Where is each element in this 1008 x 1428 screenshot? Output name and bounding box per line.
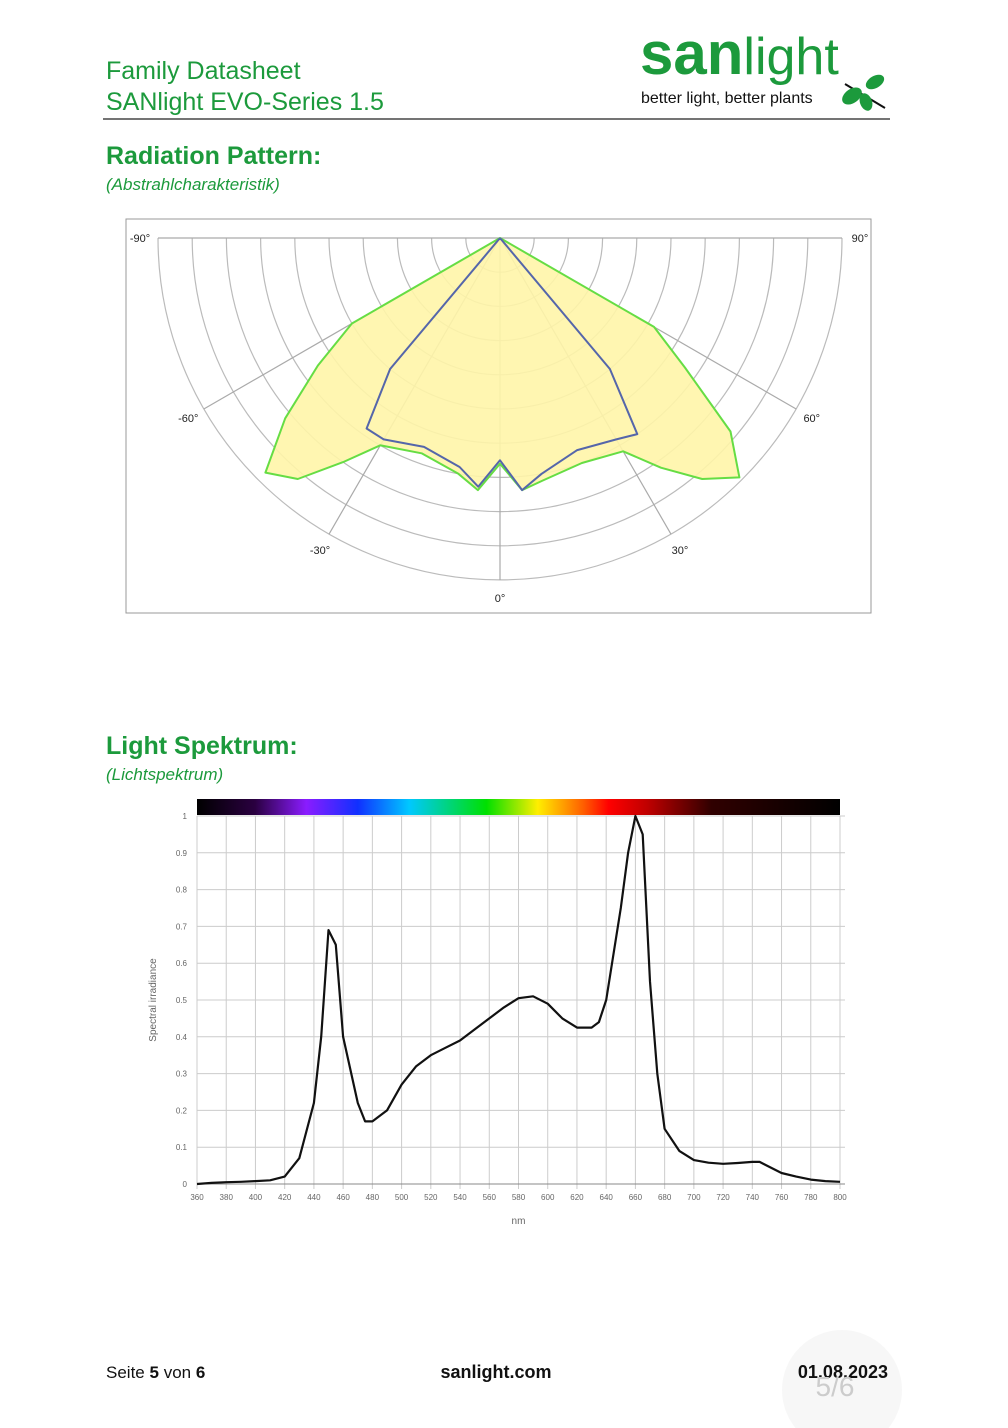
theta-tick-label: -30° [310,545,330,557]
y-tick-label: 1 [183,812,188,821]
spectrum-line [196,814,841,1186]
x-tick-label: 760 [775,1193,789,1202]
footer-pages: 6 [196,1363,205,1382]
footer-date: 01.08.2023 [798,1362,888,1382]
x-axis-label: nm [512,1216,526,1227]
theta-tick-label: -60° [178,413,198,425]
y-tick-label: 0.5 [176,996,188,1005]
section-heading: Light Spektrum: [106,732,298,760]
x-tick-label: 520 [424,1193,438,1202]
theta-tick-label: 0° [495,593,506,605]
y-tick-label: 0.2 [176,1106,188,1115]
footer-text: Seite [106,1363,145,1382]
logo: sanlight [640,20,839,87]
logo-bold: san [640,20,743,87]
y-tick-label: 0 [183,1180,188,1189]
y-tick-label: 0.7 [176,922,188,931]
spectrum-colorbar [197,799,840,815]
footer-site: sanlight.com [440,1362,551,1382]
theta-tick-label: 60° [803,413,820,425]
x-tick-label: 460 [336,1193,350,1202]
footer-page: 5 [149,1363,158,1382]
theta-tick-label: 90° [852,233,869,245]
section-subheading: (Lichtspektrum) [106,765,223,784]
x-tick-label: 480 [366,1193,380,1202]
x-tick-label: 740 [746,1193,760,1202]
x-tick-label: 680 [658,1193,672,1202]
x-tick-label: 720 [716,1193,730,1202]
footer-text: von [164,1363,191,1382]
polar-chart: -90° -60° -30° 0° 30° 60° 90° [130,233,868,605]
x-tick-label: 580 [512,1193,526,1202]
logo-light: light [743,28,839,86]
x-tick-label: 380 [220,1193,234,1202]
section-subheading: (Abstrahlcharakteristik) [106,175,280,194]
doc-subtitle: SANlight EVO-Series 1.5 [106,88,384,116]
viewer-page-indicator: 5/6 [816,1371,855,1402]
viewer-overlay [782,1330,902,1428]
spectrum-chart: 0 0.1 0.2 0.3 0.4 0.5 0.6 0.7 0.8 0.9 1 360 380 400 42… [148,812,847,1227]
x-tick-label: 600 [541,1193,555,1202]
x-tick-label: 780 [804,1193,818,1202]
y-tick-label: 0.4 [176,1033,188,1042]
x-tick-label: 540 [453,1193,467,1202]
tagline: better light, better plants [641,90,813,107]
theta-tick-label: -90° [130,233,150,245]
polar-curve [365,237,639,492]
polar-curve [264,237,741,492]
y-tick-label: 0.1 [176,1143,188,1152]
x-tick-label: 620 [570,1193,584,1202]
x-tick-label: 560 [483,1193,497,1202]
x-tick-label: 420 [278,1193,292,1202]
x-tick-label: 660 [629,1193,643,1202]
x-tick-label: 400 [249,1193,263,1202]
y-axis-label: Spectral irradiance [148,958,159,1042]
page-number: Seite 5 von 6 [106,1363,205,1382]
logo-leaves [842,74,886,111]
y-tick-label: 0.8 [176,886,188,895]
section-heading: Radiation Pattern: [106,142,321,170]
x-tick-label: 440 [307,1193,321,1202]
x-tick-label: 800 [833,1193,847,1202]
x-tick-label: 500 [395,1193,409,1202]
x-tick-label: 360 [190,1193,204,1202]
theta-tick-label: 30° [672,545,689,557]
x-tick-label: 640 [600,1193,614,1202]
x-tick-label: 700 [687,1193,701,1202]
y-tick-label: 0.3 [176,1070,188,1079]
doc-title: Family Datasheet [106,57,301,85]
y-tick-label: 0.6 [176,959,188,968]
y-tick-label: 0.9 [176,849,188,858]
